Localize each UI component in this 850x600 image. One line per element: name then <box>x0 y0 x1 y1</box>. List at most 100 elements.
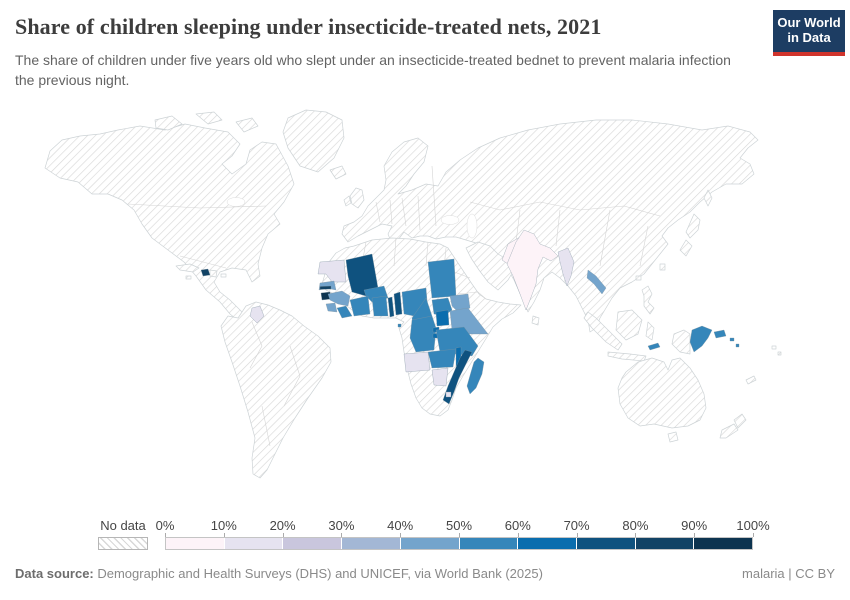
legend-bin[interactable] <box>166 538 225 549</box>
world-map-svg <box>44 109 782 479</box>
jamaica <box>185 275 192 280</box>
legend-tick-label: 20% <box>269 518 296 533</box>
data-source-line: Data source: Demographic and Health Surv… <box>15 566 543 581</box>
legend-bin[interactable] <box>459 538 519 549</box>
map-country-tanzania[interactable] <box>435 326 479 357</box>
map-country-liberia[interactable] <box>336 305 353 319</box>
legend-no-data-swatch[interactable] <box>98 537 148 550</box>
map-country-mauritania[interactable] <box>317 259 347 283</box>
west-papua <box>671 329 691 355</box>
map-country-madagascar[interactable] <box>466 357 485 395</box>
legend-tick-label: 70% <box>563 518 590 533</box>
great-lakes <box>226 197 246 207</box>
borneo <box>615 309 643 341</box>
cuba <box>175 263 200 273</box>
legend-tick-mark <box>576 533 578 537</box>
legend-tick-label: 80% <box>622 518 649 533</box>
map-country-chad[interactable] <box>427 258 457 299</box>
map-country-timor-leste[interactable] <box>647 342 661 351</box>
legend-no-data-label: No data <box>100 518 146 533</box>
map-country-benin[interactable] <box>393 291 403 316</box>
sumatra <box>583 311 623 351</box>
map-country-zambia[interactable] <box>427 348 457 369</box>
legend-tick-mark <box>223 533 225 537</box>
taiwan <box>659 263 666 271</box>
map-country-zimbabwe[interactable] <box>431 367 449 387</box>
java <box>607 351 647 362</box>
sulawesi <box>645 321 655 341</box>
chart-footer: Data source: Demographic and Health Surv… <box>15 566 835 581</box>
map-country-eswatini[interactable] <box>445 391 452 398</box>
philippines <box>641 285 655 315</box>
greenland <box>282 109 345 173</box>
legend-bin[interactable] <box>224 538 284 549</box>
legend-bin[interactable] <box>635 538 695 549</box>
legend-bin[interactable] <box>283 538 343 549</box>
map-country-myanmar[interactable] <box>557 247 575 287</box>
legend-tick-label: 60% <box>504 518 531 533</box>
legend-tick-mark <box>694 533 696 537</box>
continent-south-america <box>220 301 332 479</box>
legend-tick-label: 50% <box>445 518 473 533</box>
continent-eurasia <box>341 119 759 333</box>
map-country-papua-new-guinea[interactable] <box>689 325 727 353</box>
legend-bin[interactable] <box>342 538 401 549</box>
map-legend: No data 0% 10% 20% 30% 40% 50% 60% 70% 80% 90% 100… <box>0 516 850 554</box>
arctic-islands <box>154 111 259 133</box>
map-country-india[interactable] <box>506 229 559 311</box>
page-title: Share of children sleeping under insecti… <box>15 14 602 39</box>
tasmania <box>667 431 679 443</box>
dominican-republic <box>209 269 218 278</box>
legend-tick-label: 0% <box>155 518 175 533</box>
map-country-solomon-islands[interactable] <box>729 337 740 348</box>
map-country-sierra-leone[interactable] <box>325 302 338 313</box>
legend-tick-mark <box>459 533 460 537</box>
legend-tick-label: 90% <box>681 518 708 533</box>
map-country-gambia[interactable] <box>319 285 332 290</box>
legend-bin[interactable] <box>400 538 460 549</box>
license-text[interactable]: malaria | CC BY <box>742 566 835 581</box>
map-country-ghana[interactable] <box>371 295 389 317</box>
legend-tick-label: 100% <box>736 518 770 533</box>
legend-tick-mark <box>341 533 343 537</box>
legend-tick-mark <box>282 533 284 537</box>
legend-bin[interactable] <box>694 538 753 549</box>
world-map[interactable] <box>0 106 850 510</box>
owid-logo-text-1: Our World <box>777 15 841 30</box>
legend-tick-label: 40% <box>387 518 414 533</box>
map-country-angola[interactable] <box>403 351 431 373</box>
map-country-uganda[interactable] <box>435 309 450 327</box>
legend-tick-mark <box>635 533 637 537</box>
map-country-mozambique[interactable] <box>442 349 473 405</box>
owid-logo[interactable]: Our World in Data <box>773 10 845 56</box>
map-country-guinea[interactable] <box>327 290 351 307</box>
puerto-rico <box>220 273 227 278</box>
map-country-togo[interactable] <box>387 296 395 318</box>
data-source-text: Demographic and Health Surveys (DHS) and… <box>93 566 543 581</box>
legend-bin[interactable] <box>518 538 577 549</box>
data-source-label: Data source: <box>15 566 94 581</box>
map-country-laos[interactable] <box>586 269 607 295</box>
country-borders <box>127 165 661 447</box>
owid-logo-text-2: in Data <box>787 29 831 45</box>
map-country-guyana[interactable] <box>249 305 265 324</box>
legend-bin[interactable] <box>576 538 636 549</box>
japan <box>679 213 701 257</box>
map-country-haiti[interactable] <box>200 268 211 277</box>
sakhalin <box>703 189 713 207</box>
fiji <box>771 345 782 356</box>
new-caledonia <box>745 375 757 385</box>
legend-tick-label: 30% <box>328 518 355 533</box>
sri-lanka <box>531 315 540 326</box>
map-country-cote-divoire[interactable] <box>349 295 371 317</box>
new-zealand <box>719 413 747 439</box>
map-country-dr-congo[interactable] <box>409 315 437 353</box>
united-kingdom <box>349 187 365 209</box>
legend-tick-mark <box>400 533 402 537</box>
map-country-sao-tome[interactable] <box>397 323 402 328</box>
chart-subtitle: The share of children under five years o… <box>15 52 731 89</box>
legend-colorbar <box>165 537 753 550</box>
caspian-sea <box>466 213 478 239</box>
legend-tick-mark <box>517 533 519 537</box>
